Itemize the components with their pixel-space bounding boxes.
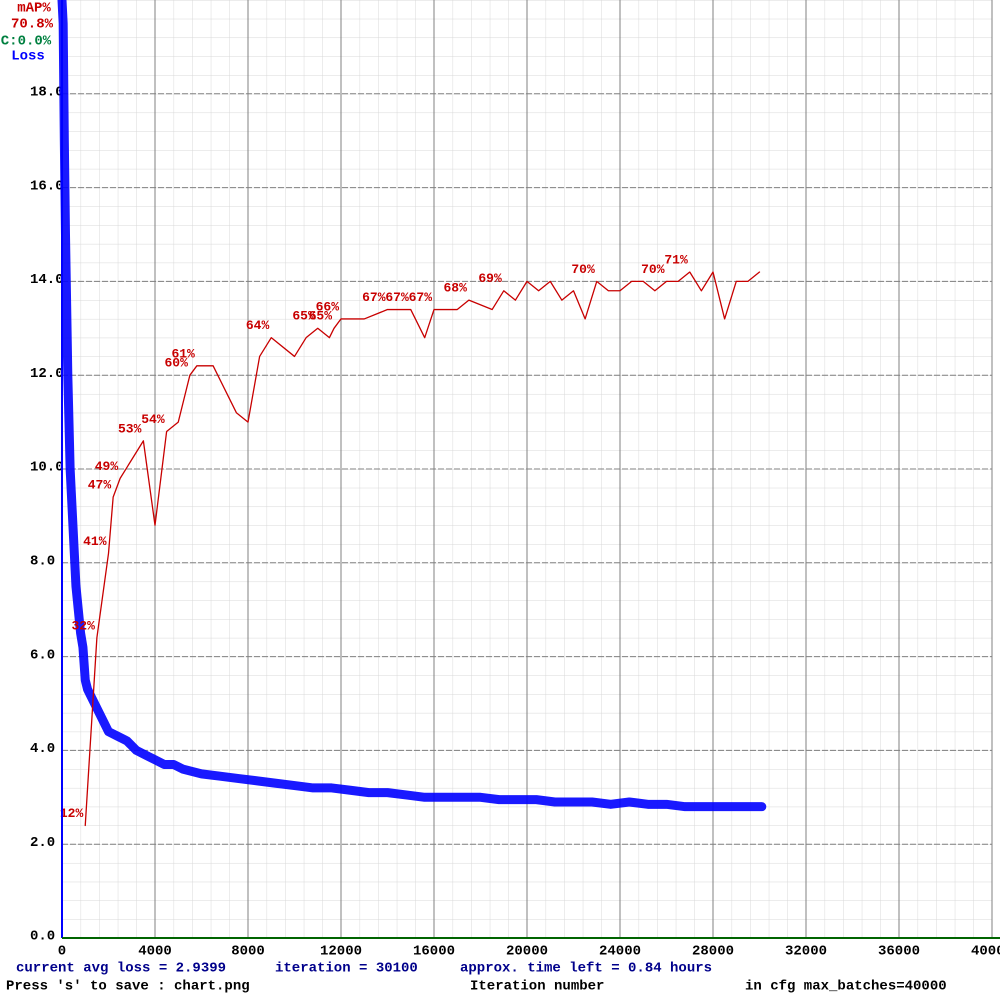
y-tick-label: 16.0 <box>30 178 64 194</box>
map-label: 69% <box>478 271 502 286</box>
x-tick-label: 12000 <box>320 944 362 960</box>
y-tick-label: 10.0 <box>30 460 64 476</box>
y-tick-label: 6.0 <box>30 647 55 663</box>
map-label: 65% <box>309 309 333 324</box>
y-tick-label: 2.0 <box>30 835 55 851</box>
legend-map-best: 70.8% <box>11 17 54 33</box>
x-tick-label: 0 <box>58 944 66 960</box>
y-tick-label: 4.0 <box>30 741 55 757</box>
x-tick-label: 28000 <box>692 944 734 960</box>
map-label: 60% <box>164 356 188 371</box>
map-label: 49% <box>95 459 119 474</box>
y-tick-label: 18.0 <box>30 85 64 101</box>
loss-line <box>57 0 767 812</box>
y-tick-label: 14.0 <box>30 272 64 288</box>
x-tick-label: 32000 <box>785 944 827 960</box>
map-label: 70% <box>641 262 665 277</box>
map-label: 66% <box>316 299 340 314</box>
map-label: 70% <box>571 262 595 277</box>
map-label: 53% <box>118 421 142 436</box>
x-tick-label: 20000 <box>506 944 548 960</box>
map-line <box>84 271 761 827</box>
x-tick-label: 16000 <box>413 944 455 960</box>
map-label: 12% <box>60 806 84 821</box>
legend-loss: Loss <box>11 49 45 65</box>
x-tick-label: 36000 <box>878 944 920 960</box>
x-axis-label: Iteration number <box>470 979 604 995</box>
save-hint: Press 's' to save : chart.png <box>6 979 250 995</box>
x-tick-label: 8000 <box>231 944 265 960</box>
time-left: approx. time left = 0.84 hours <box>460 961 712 977</box>
y-tick-label: 0.0 <box>30 929 55 945</box>
avg-loss: current avg loss = 2.9399 <box>16 961 226 977</box>
map-label: 67% <box>409 290 433 305</box>
map-label: 41% <box>83 534 107 549</box>
map-label: 61% <box>171 346 195 361</box>
iteration: iteration = 30100 <box>275 961 418 977</box>
map-label: 47% <box>88 478 112 493</box>
x-tick-label: 24000 <box>599 944 641 960</box>
map-label: 64% <box>246 318 270 333</box>
map-label: 65% <box>292 309 316 324</box>
y-tick-label: 8.0 <box>30 554 55 570</box>
y-tick-label: 12.0 <box>30 366 64 382</box>
map-label: 67% <box>385 290 409 305</box>
map-label: 68% <box>443 281 467 296</box>
map-label: 54% <box>141 412 165 427</box>
max-batches: in cfg max_batches=40000 <box>745 979 947 995</box>
map-label: 71% <box>664 252 688 267</box>
x-tick-label: 40000 <box>971 944 1000 960</box>
x-tick-label: 4000 <box>138 944 172 960</box>
legend-map: mAP% <box>17 1 51 17</box>
map-label: 67% <box>362 290 386 305</box>
legend-conf: C:0.0% <box>1 34 52 50</box>
map-label: 32% <box>71 618 95 633</box>
